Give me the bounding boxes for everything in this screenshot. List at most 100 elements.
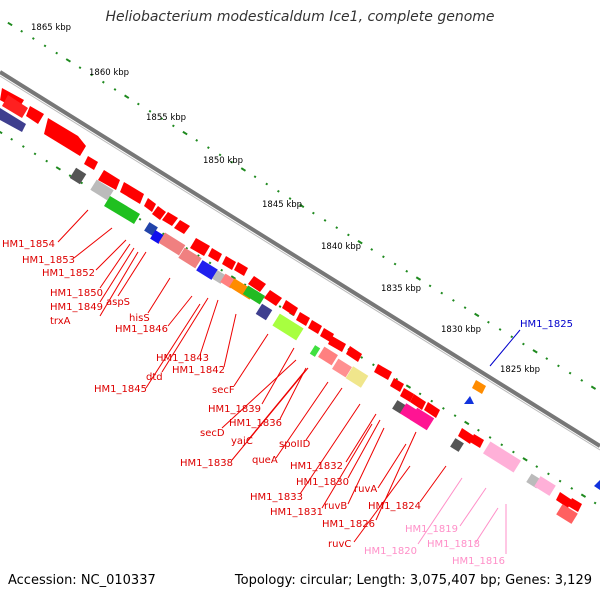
gene-label[interactable]: HM1_1819 [405,524,458,535]
gene-block[interactable] [242,285,266,305]
gene-arrow[interactable] [328,336,346,352]
gene-label[interactable]: HM1_1854 [2,239,55,250]
scale-tick [558,479,562,483]
gene-label[interactable]: HM1_1836 [229,418,282,429]
gene-block[interactable] [318,346,338,366]
gene-label[interactable]: dtd [146,372,163,383]
gene-label[interactable]: HM1_1818 [427,539,480,550]
scale-tick [488,436,492,439]
gene-block[interactable] [332,358,352,378]
scale-tick [277,189,280,193]
gene-block[interactable] [534,476,556,496]
gene-arrow[interactable] [2,95,28,118]
gene-label[interactable]: HM1_1838 [180,458,233,469]
gene-block[interactable] [158,232,186,256]
gene-block[interactable] [178,247,202,269]
gene-arrow[interactable] [594,480,600,490]
gene-arrow[interactable] [222,256,236,270]
gene-block[interactable] [255,303,273,321]
gene-arrow[interactable] [410,394,426,410]
scale-tick [442,407,445,410]
gene-arrow[interactable] [264,290,282,306]
scale-tick [382,255,385,259]
gene-arrow[interactable] [424,402,440,418]
gene-arrow[interactable] [152,206,166,220]
gene-arrow[interactable] [174,220,190,234]
scale-tick [453,414,457,418]
gene-block[interactable] [309,345,321,357]
gene-label[interactable]: HM1_1820 [364,546,417,557]
gene-arrow[interactable] [568,498,582,512]
gene-block[interactable] [556,504,578,524]
scale-tick [570,487,574,490]
gene-label[interactable]: spoIID [279,439,311,450]
gene-label[interactable]: ruvA [354,484,377,495]
gene-arrow[interactable] [26,106,44,124]
gene-label[interactable]: secF [212,385,235,396]
gene-arrow[interactable] [234,262,248,276]
gene-label[interactable]: HM1_1846 [115,324,168,335]
gene-label[interactable]: HM1_1845 [94,384,147,395]
gene-label[interactable]: queA [252,455,278,466]
gene-arrow[interactable] [556,492,572,508]
gene-arrow[interactable] [98,170,120,190]
gene-label[interactable]: HM1_1839 [208,404,261,415]
gene-block[interactable] [345,366,369,388]
gene-label[interactable]: ruvB [324,501,347,512]
gene-label[interactable]: aspS [106,297,130,308]
gene-block[interactable] [69,167,87,185]
scale-tick [357,240,363,245]
gene-arrow[interactable] [296,312,310,326]
gene-label[interactable]: yajC [231,436,253,447]
gene-label[interactable]: HM1_1825 [520,319,573,330]
gene-label[interactable]: HM1_1833 [250,492,303,503]
gene-label[interactable]: HM1_1831 [270,507,323,518]
gene-arrow[interactable] [308,320,322,334]
gene-label[interactable]: HM1_1850 [50,288,103,299]
gene-label[interactable]: HM1_1832 [290,461,343,472]
gene-arrow[interactable] [162,212,178,226]
gene-arrow[interactable] [248,276,266,292]
gene-block[interactable] [90,179,114,201]
gene-arrow[interactable] [390,378,404,392]
scale-tick [464,420,470,426]
gene-label[interactable]: HM1_1816 [452,556,505,567]
gene-label[interactable]: HM1_1826 [322,519,375,530]
gene-label[interactable]: HM1_1843 [156,353,209,364]
gene-arrow[interactable] [320,328,334,342]
gene-arrow[interactable] [120,182,144,204]
gene-arrow[interactable] [400,388,414,402]
gene-label[interactable]: ruvC [328,539,351,550]
gene-arrow[interactable] [374,364,392,380]
gene-label[interactable]: HM1_1824 [368,501,421,512]
gene-arrow[interactable] [470,434,484,448]
gene-arrow[interactable] [208,248,222,262]
gene-arrow[interactable] [282,300,298,316]
gene-block[interactable] [483,441,521,473]
gene-arrow[interactable] [472,380,486,394]
gene-arrow[interactable] [104,196,140,224]
gene-arrow[interactable] [190,238,210,256]
gene-label[interactable]: secD [200,428,225,439]
gene-label[interactable]: HM1_1830 [296,477,349,488]
gene-arrow[interactable] [346,346,362,362]
gene-arrow[interactable] [44,118,86,156]
gene-label[interactable]: HM1_1842 [172,365,225,376]
gene-arrow[interactable] [144,198,156,212]
gene-label[interactable]: hisS [129,313,150,324]
gene-arrow[interactable] [0,108,26,132]
scale-tick [535,465,539,468]
gene-block[interactable] [409,407,435,431]
gene-label[interactable]: trxA [50,316,71,327]
gene-label[interactable]: HM1_1849 [50,302,103,313]
gene-arrow[interactable] [464,396,474,404]
gene-block[interactable] [450,438,464,452]
scale-label-1840: 1840 kbp [321,242,361,252]
gene-block[interactable] [272,313,304,341]
gene-block[interactable] [196,260,218,280]
gene-label[interactable]: HM1_1852 [42,268,95,279]
gene-label[interactable]: HM1_1853 [22,255,75,266]
gene-arrow[interactable] [458,428,474,444]
gene-arrow[interactable] [84,156,98,170]
